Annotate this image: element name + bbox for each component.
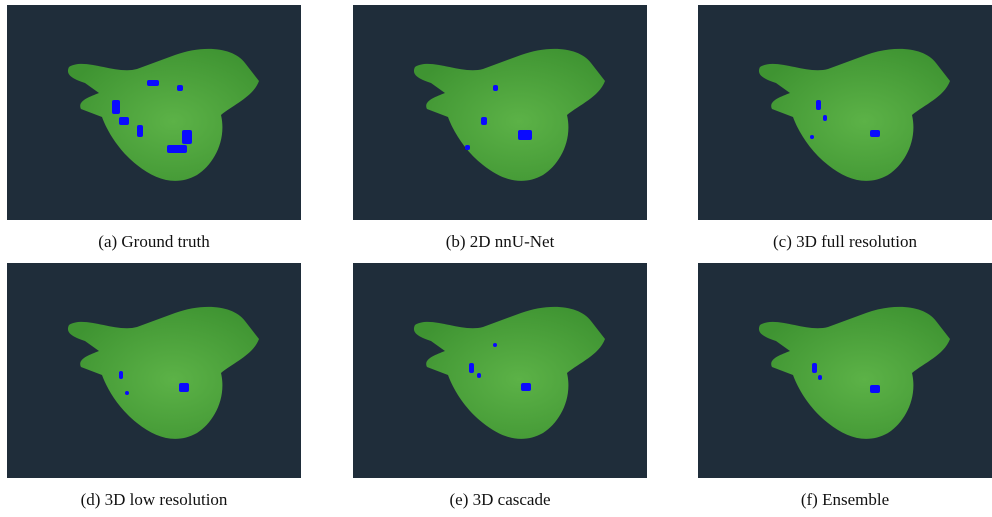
caption: (a) Ground truth bbox=[7, 232, 301, 252]
panel: (c) 3D full resolution bbox=[698, 5, 992, 252]
panel: (d) 3D low resolution bbox=[7, 263, 301, 510]
panel: (e) 3D cascade bbox=[353, 263, 647, 510]
figure: (a) Ground truth (b) 2D nnU-Net (c) 3D ful… bbox=[0, 0, 992, 517]
render bbox=[698, 263, 992, 478]
caption: (b) 2D nnU-Net bbox=[353, 232, 647, 252]
render bbox=[7, 263, 301, 478]
render bbox=[353, 263, 647, 478]
caption: (d) 3D low resolution bbox=[7, 490, 301, 510]
render bbox=[698, 5, 992, 220]
render bbox=[7, 5, 301, 220]
panel: (f) Ensemble bbox=[698, 263, 992, 510]
render bbox=[353, 5, 647, 220]
caption: (e) 3D cascade bbox=[353, 490, 647, 510]
panel: (a) Ground truth bbox=[7, 5, 301, 252]
caption: (f) Ensemble bbox=[698, 490, 992, 510]
panel: (b) 2D nnU-Net bbox=[353, 5, 647, 252]
caption: (c) 3D full resolution bbox=[698, 232, 992, 252]
